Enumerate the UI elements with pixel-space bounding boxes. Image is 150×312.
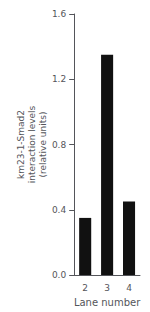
svg-text:1.6: 1.6 [52,9,67,19]
svg-text:2: 2 [82,283,88,293]
svg-text:0.0: 0.0 [52,270,67,280]
svg-text:km23-1-Smad2: km23-1-Smad2 [16,110,26,179]
svg-text:1.2: 1.2 [52,74,66,84]
svg-text:3: 3 [104,283,110,293]
svg-text:0.4: 0.4 [52,205,67,215]
svg-text:Lane number: Lane number [74,297,141,308]
svg-text:(relative units): (relative units) [38,112,48,178]
svg-text:4: 4 [126,283,132,293]
svg-text:interaction levels: interaction levels [27,105,37,183]
svg-text:0.8: 0.8 [52,140,67,150]
